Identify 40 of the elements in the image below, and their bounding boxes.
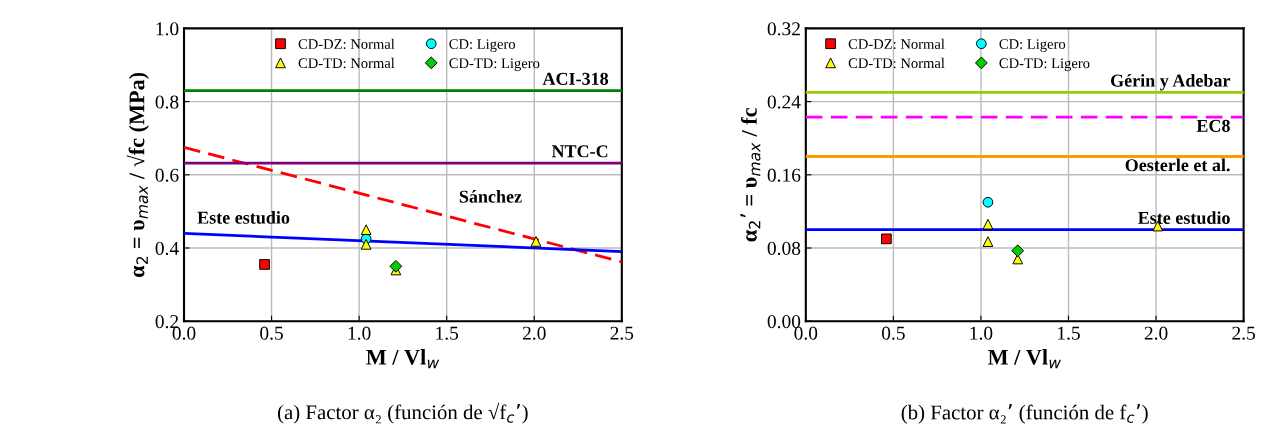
legend-label: CD-TD: Ligero — [999, 58, 1090, 72]
x-axis-title: M / Vl$_{w}$ — [987, 349, 1062, 369]
series-label: Sánchez — [459, 190, 522, 203]
x-tick-label: 2.5 — [610, 326, 634, 340]
y-tick-label: 0.08 — [767, 241, 801, 256]
y-axis-title: α$_{2}$’ = υ$_{max}$ / fc — [740, 108, 761, 242]
y-tick-label: 0.32 — [767, 22, 800, 36]
y-tick-label: 0.24 — [767, 95, 801, 109]
x-tick-label: 2.5 — [1232, 326, 1256, 340]
ref-line-label: Oesterle et al. — [1125, 158, 1230, 172]
legend-label: CD-TD: Normal — [298, 57, 395, 69]
legend-label: CD: Ligero — [999, 39, 1066, 52]
y-tick-label: 0.6 — [155, 168, 179, 182]
y-tick-label: 0.16 — [767, 168, 801, 182]
ref-line-label: EC8 — [1196, 119, 1230, 132]
x-tick-label: 1.0 — [970, 326, 993, 340]
y-axis-title: α$_{2}$ = υ$_{max}$ / √fc (MPa) — [126, 72, 149, 277]
x-tick-label: 1.0 — [348, 326, 371, 340]
legend-label: CD-TD: Normal — [848, 57, 945, 69]
ref-line-label: Este estudio — [1138, 211, 1230, 225]
x-axis-title: M / Vl$_{w}$ — [366, 349, 440, 369]
x-tick-label: 1.5 — [436, 326, 459, 340]
text: (a) Factor α₂ (función de √f$_{c}$’) — [277, 402, 528, 424]
x-tick-label: 1.5 — [1058, 326, 1080, 340]
series-label: Este estudio — [197, 211, 290, 224]
y-tick-label: 0.8 — [155, 95, 179, 109]
x-tick-label: 2.0 — [1144, 326, 1168, 340]
ref-line-label: NTC-C — [551, 145, 608, 158]
ref-line-label: ACI-318 — [542, 72, 609, 85]
legend-label: CD-DZ: Normal — [298, 38, 395, 50]
x-tick-label: 2.0 — [522, 326, 546, 340]
legend-label: CD-DZ: Normal — [848, 38, 945, 50]
ref-line-label: Gérin y Adebar — [1111, 73, 1231, 91]
text: (b) Factor α₂’ (función de f$_{c}$’) — [901, 404, 1148, 424]
x-tick-label: 0.5 — [260, 326, 283, 340]
x-tick-label: 0.5 — [881, 326, 905, 340]
legend-label: CD: Ligero — [449, 39, 516, 52]
y-tick-label: 1.0 — [156, 22, 179, 36]
y-tick-label: 0.4 — [155, 241, 179, 256]
legend-label: CD-TD: Ligero — [449, 58, 540, 72]
